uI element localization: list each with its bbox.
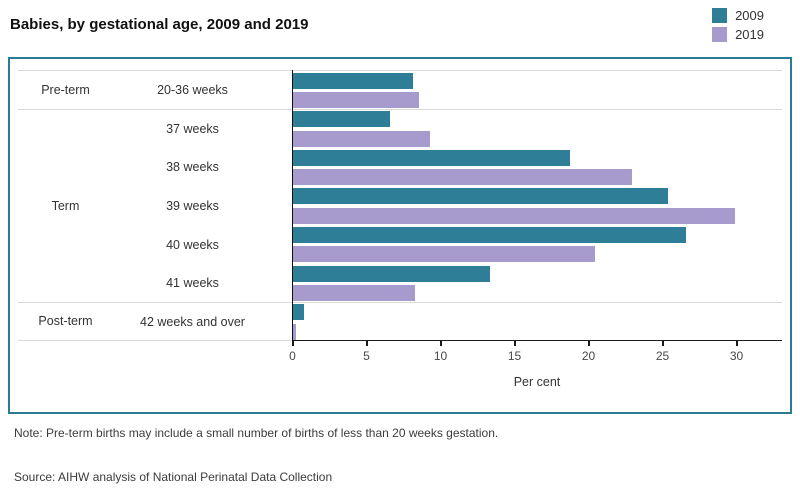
x-tick-label-25: 25 bbox=[655, 349, 670, 363]
x-tick-10 bbox=[440, 341, 442, 346]
category-label: 37 weeks bbox=[166, 121, 219, 136]
bar-2009-37-weeks[interactable] bbox=[292, 111, 390, 128]
bar-2009-20-36-weeks[interactable] bbox=[292, 72, 414, 89]
x-tick-15 bbox=[514, 341, 516, 346]
chart-panel: Pre-term 20-36 weeks Term 37 w bbox=[8, 57, 792, 414]
bar-2019-38-weeks[interactable] bbox=[292, 169, 633, 186]
group-label-post-term: Post-term bbox=[38, 314, 93, 329]
row-38-weeks: 38 weeks bbox=[113, 148, 782, 187]
bar-2019-40-weeks[interactable] bbox=[292, 246, 596, 263]
source-text: Source: AIHW analysis of National Perina… bbox=[14, 470, 333, 484]
bar-2009-41-weeks[interactable] bbox=[292, 265, 491, 282]
x-tick-25 bbox=[662, 341, 664, 346]
legend-label-2009: 2009 bbox=[735, 8, 764, 23]
bar-2009-39-weeks[interactable] bbox=[292, 188, 668, 205]
row-39-weeks: 39 weeks bbox=[113, 187, 782, 226]
bar-2009-40-weeks[interactable] bbox=[292, 226, 686, 243]
x-tick-label-10: 10 bbox=[433, 349, 448, 363]
bar-2019-20-36-weeks[interactable] bbox=[292, 92, 420, 109]
bar-2019-37-weeks[interactable] bbox=[292, 130, 430, 147]
group-term: Term 37 weeks 38 weeks bbox=[18, 108, 782, 303]
category-label: 39 weeks bbox=[166, 199, 219, 214]
chart-title: Babies, by gestational age, 2009 and 201… bbox=[10, 16, 309, 33]
row-20-36-weeks: 20-36 weeks bbox=[113, 71, 782, 110]
x-axis-title: Per cent bbox=[513, 375, 561, 389]
legend: 2009 2019 bbox=[712, 8, 764, 42]
category-label: 38 weeks bbox=[166, 160, 219, 175]
x-tick-20 bbox=[588, 341, 590, 346]
group-post-term: Post-term 42 weeks and over bbox=[18, 301, 782, 342]
bar-2019-42-weeks-and-over[interactable] bbox=[292, 323, 297, 340]
bar-2019-39-weeks[interactable] bbox=[292, 207, 735, 224]
zero-baseline bbox=[291, 70, 293, 341]
bar-2009-42-weeks-and-over[interactable] bbox=[292, 304, 304, 321]
group-label-pre-term: Pre-term bbox=[41, 82, 90, 97]
bar-2009-38-weeks[interactable] bbox=[292, 149, 571, 166]
bar-2019-41-weeks[interactable] bbox=[292, 285, 415, 302]
category-label: 20-36 weeks bbox=[157, 83, 228, 98]
legend-swatch-2009-icon bbox=[712, 8, 728, 23]
x-axis-line bbox=[292, 339, 782, 341]
note-text: Note: Pre-term births may include a smal… bbox=[14, 426, 499, 440]
category-label: 41 weeks bbox=[166, 276, 219, 291]
legend-item-2019[interactable]: 2019 bbox=[712, 27, 764, 42]
x-tick-label-15: 15 bbox=[507, 349, 522, 363]
row-42-weeks-and-over: 42 weeks and over bbox=[113, 303, 782, 342]
x-tick-0 bbox=[292, 341, 294, 346]
row-40-weeks: 40 weeks bbox=[113, 225, 782, 264]
legend-item-2009[interactable]: 2009 bbox=[712, 8, 764, 23]
x-tick-label-5: 5 bbox=[363, 349, 370, 363]
row-41-weeks: 41 weeks bbox=[113, 264, 782, 303]
x-tick-label-30: 30 bbox=[729, 349, 744, 363]
category-label: 42 weeks and over bbox=[140, 314, 245, 329]
x-tick-label-20: 20 bbox=[581, 349, 596, 363]
x-tick-5 bbox=[366, 341, 368, 346]
group-label-term: Term bbox=[51, 198, 80, 213]
row-37-weeks: 37 weeks bbox=[113, 110, 782, 149]
category-label: 40 weeks bbox=[166, 237, 219, 252]
legend-swatch-2019-icon bbox=[712, 27, 728, 42]
x-tick-label-0: 0 bbox=[289, 349, 296, 363]
group-pre-term: Pre-term 20-36 weeks bbox=[18, 70, 782, 109]
legend-label-2019: 2019 bbox=[735, 27, 764, 42]
plot-area: Pre-term 20-36 weeks Term 37 w bbox=[18, 70, 782, 342]
x-tick-30 bbox=[736, 341, 738, 346]
